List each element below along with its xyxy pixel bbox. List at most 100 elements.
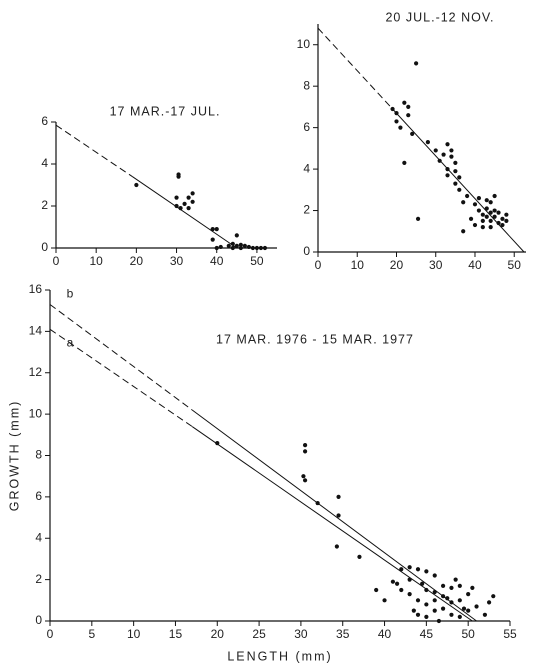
data-point [472, 222, 478, 228]
data-point [218, 244, 223, 250]
x-tick-label: 30 [294, 627, 308, 641]
data-point [407, 592, 412, 597]
data-point [470, 585, 475, 591]
data-point [399, 587, 404, 593]
y-tick-label: 6 [303, 120, 310, 134]
x-tick-label: 40 [468, 258, 482, 272]
y-tick-label: 4 [303, 161, 310, 175]
data-point [449, 585, 454, 591]
data-point [246, 244, 251, 250]
data-point [134, 182, 139, 188]
data-point [226, 243, 231, 248]
data-point [394, 111, 399, 116]
data-point [238, 245, 243, 251]
data-point [382, 598, 387, 603]
y-tick-label: 8 [303, 78, 310, 92]
data-point [394, 119, 399, 124]
data-point [250, 245, 255, 251]
data-point [424, 614, 429, 619]
data-point [238, 242, 243, 247]
data-point [453, 181, 458, 186]
data-point [174, 195, 179, 200]
data-point [436, 618, 442, 624]
data-point [262, 245, 268, 251]
data-point [230, 245, 235, 251]
y-tick-label: 4 [35, 530, 42, 544]
data-point [491, 594, 496, 599]
data-point [440, 594, 446, 599]
data-point [432, 608, 437, 613]
x-axis-label: LENGTH (mm) [227, 649, 332, 663]
x-tick-label: 50 [508, 258, 522, 272]
line-label: a [67, 335, 74, 349]
data-point [466, 592, 471, 597]
data-point [492, 214, 497, 219]
y-axis-label: GROWTH (mm) [7, 400, 21, 512]
data-point [407, 577, 412, 582]
x-tick-label: 10 [127, 627, 141, 641]
data-point [182, 201, 187, 206]
data-point [424, 602, 429, 607]
data-point [457, 598, 462, 603]
data-point [476, 196, 482, 201]
data-point [482, 612, 488, 617]
data-point [466, 608, 471, 613]
data-point [406, 113, 411, 118]
data-point [496, 220, 501, 226]
data-point [453, 169, 458, 174]
fit-line-extrapolated [317, 27, 393, 110]
data-point [453, 577, 458, 582]
data-point [414, 61, 419, 66]
data-point [336, 513, 341, 518]
data-point [476, 208, 482, 213]
data-point [210, 227, 215, 232]
data-point [302, 443, 308, 448]
x-tick-label: 55 [503, 627, 517, 641]
data-point [457, 614, 462, 619]
y-tick-label: 16 [29, 282, 43, 296]
data-point [425, 140, 430, 145]
data-point [500, 222, 505, 228]
data-point [457, 175, 462, 180]
data-point [302, 449, 308, 454]
x-tick-label: 25 [252, 627, 266, 641]
y-tick-label: 14 [29, 324, 43, 338]
fit-line [191, 409, 477, 622]
fit-line [191, 426, 473, 622]
data-point [186, 206, 191, 211]
x-tick-label: 40 [210, 254, 224, 268]
x-tick-label: 35 [336, 627, 350, 641]
data-point [230, 241, 235, 246]
y-tick-label: 0 [35, 613, 42, 627]
data-point [242, 243, 247, 248]
x-tick-label: 45 [420, 627, 434, 641]
x-tick-label: 20 [390, 258, 404, 272]
y-tick-label: 4 [41, 156, 48, 170]
data-point [449, 612, 454, 617]
y-tick-label: 2 [303, 203, 310, 217]
data-point [472, 202, 478, 207]
data-point [474, 604, 479, 609]
data-point [215, 440, 220, 446]
data-point [301, 474, 306, 479]
data-point [468, 216, 474, 221]
data-point [484, 206, 489, 211]
y-tick-label: 0 [41, 240, 48, 254]
y-tick-label: 2 [35, 572, 42, 586]
x-tick-label: 5 [88, 627, 95, 641]
y-tick-label: 10 [297, 37, 311, 51]
data-point [178, 206, 183, 211]
data-point [480, 225, 485, 230]
data-point [504, 218, 509, 224]
data-point [453, 160, 458, 165]
fit-line [132, 176, 238, 249]
data-point [190, 199, 195, 204]
data-point [488, 218, 493, 224]
data-point [415, 612, 421, 617]
data-point [449, 600, 454, 605]
chart-title: 17 MAR. 1976 - 15 MAR. 1977 [216, 332, 414, 346]
data-point [390, 579, 396, 584]
data-point [190, 191, 195, 196]
data-point [445, 173, 450, 178]
data-point [357, 554, 362, 559]
